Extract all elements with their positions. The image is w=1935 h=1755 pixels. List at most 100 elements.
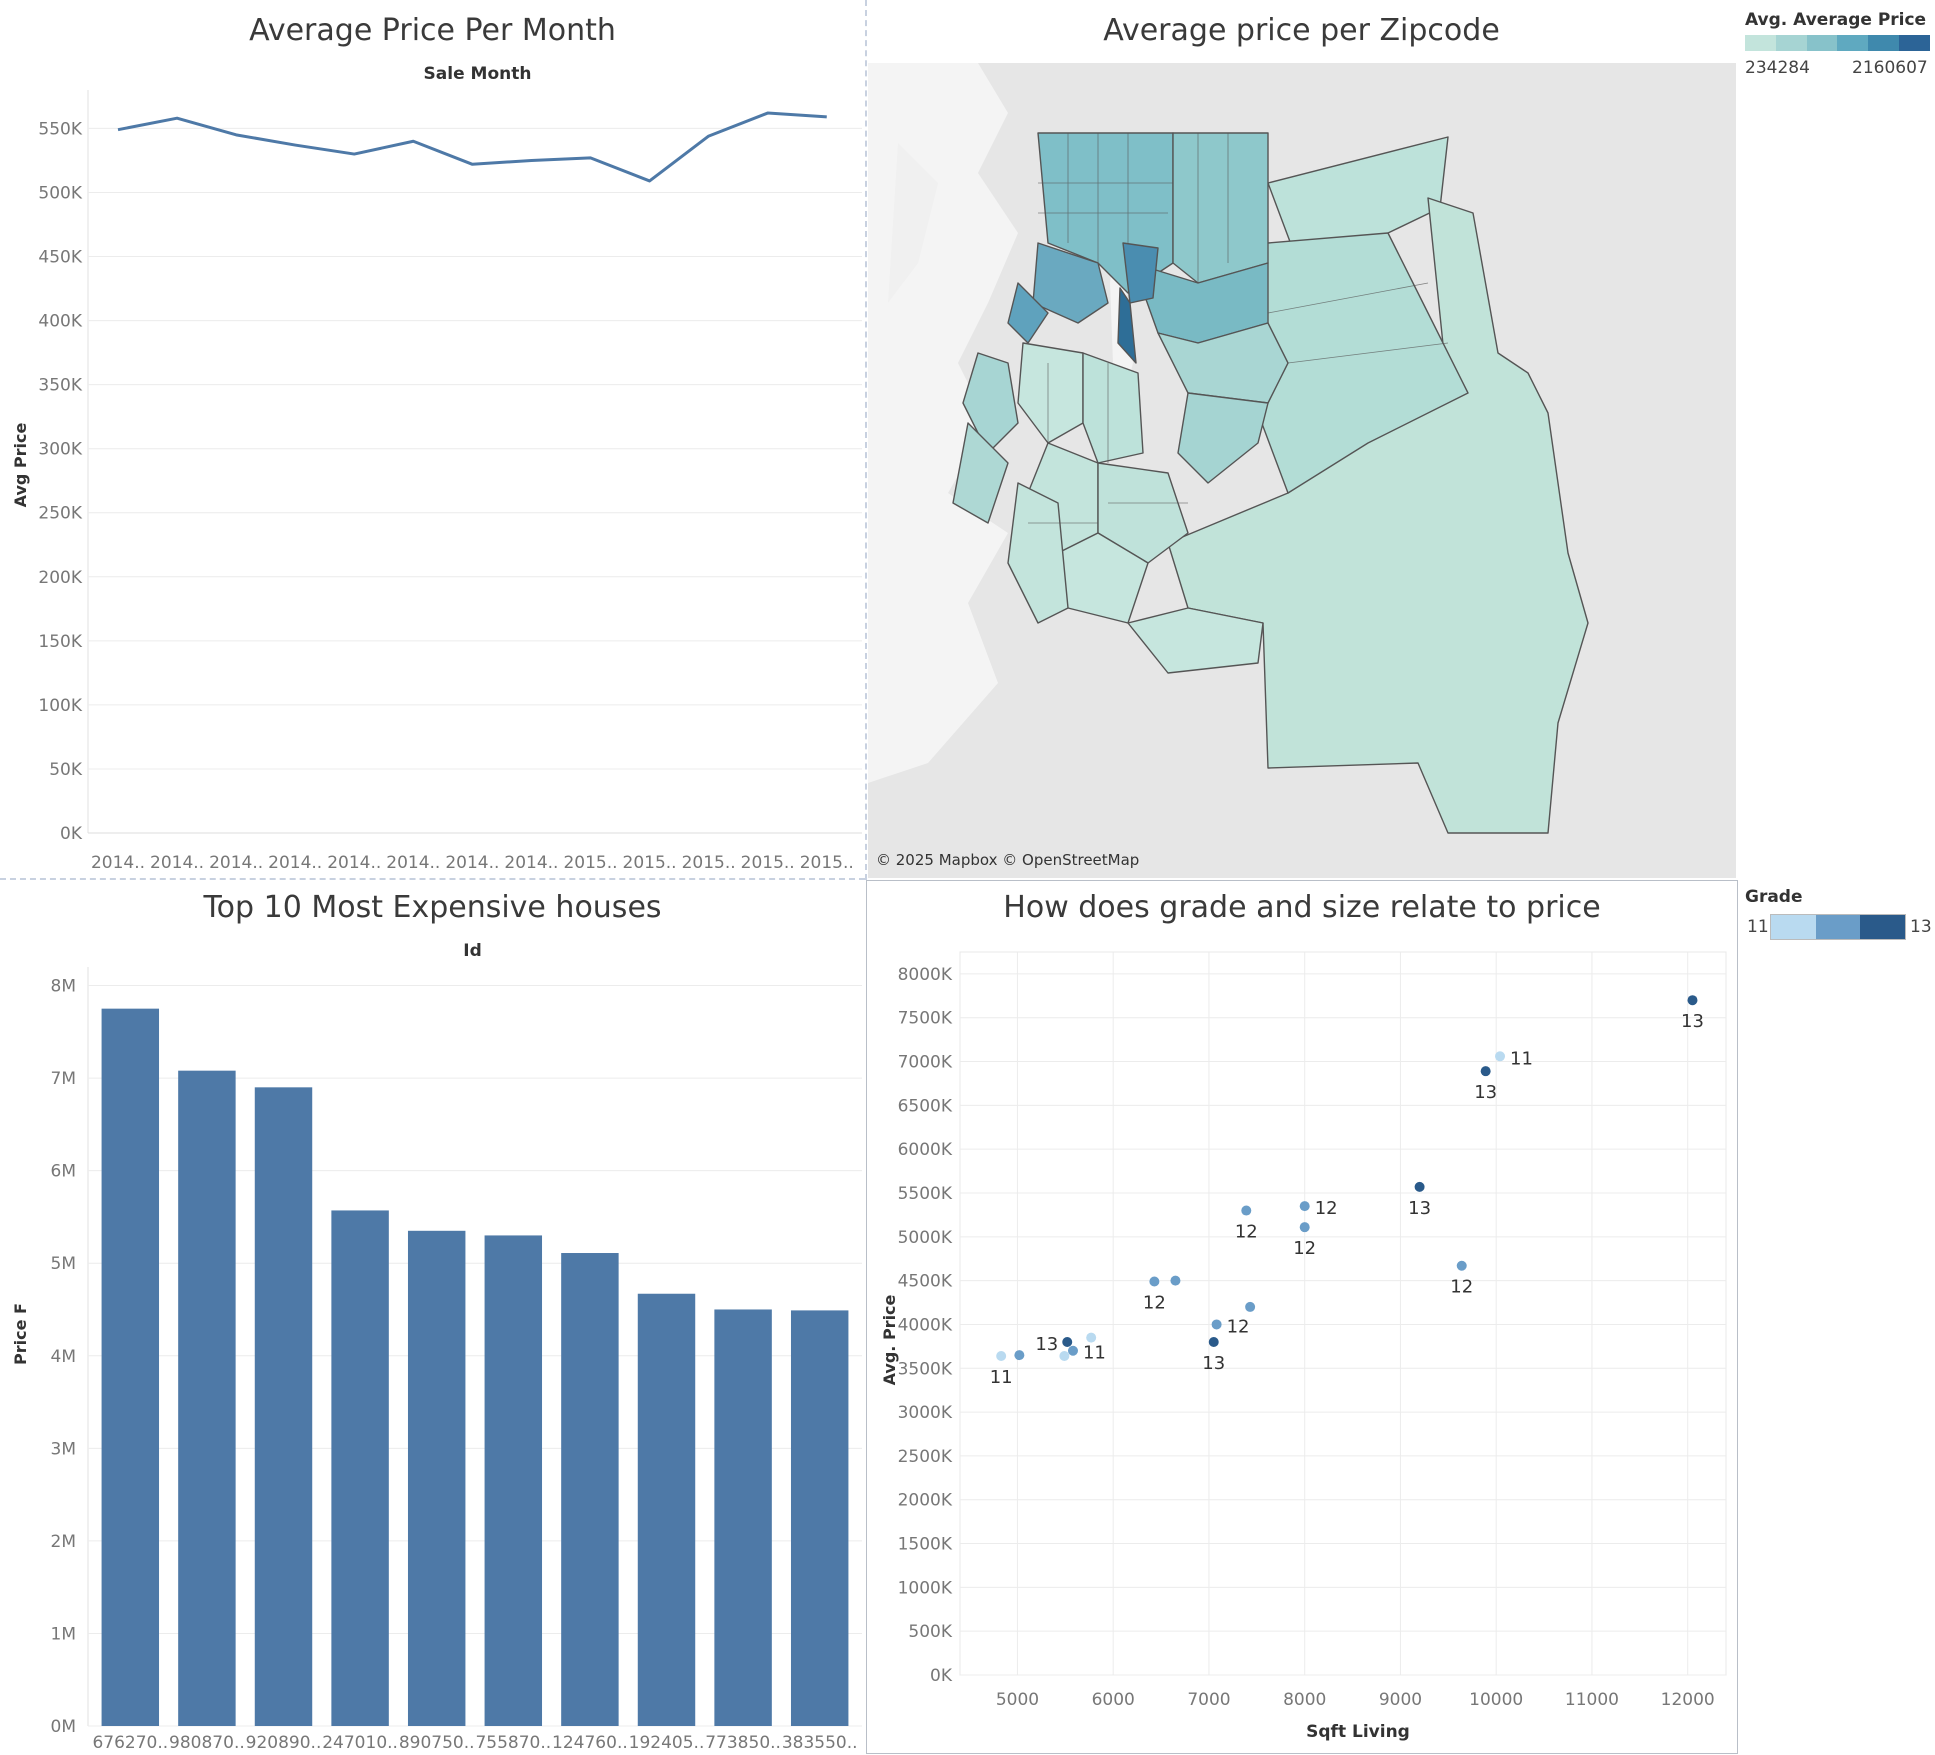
scatter-point[interactable] xyxy=(1086,1332,1097,1343)
line-xtick-label: 2015.. xyxy=(623,853,677,873)
scatter-xtick-label: 5000 xyxy=(996,1690,1039,1710)
scatter-point[interactable] xyxy=(1299,1222,1310,1233)
price-bar[interactable] xyxy=(331,1210,389,1726)
zipcode-regions[interactable] xyxy=(952,132,1589,834)
price-bar[interactable] xyxy=(254,1087,313,1726)
scatter-ytick-label: 6500K xyxy=(898,1096,953,1116)
bar-xtick-label: 124760.. xyxy=(552,1733,628,1753)
grade-legend-max: 13 xyxy=(1910,917,1932,937)
bar-xtick-label: 980870.. xyxy=(169,1733,245,1753)
line-chart-xaxis-title: Sale Month xyxy=(423,64,532,84)
scatter-ytick-label: 4000K xyxy=(898,1315,953,1335)
bar-ytick-label: 0M xyxy=(51,1717,76,1737)
line-ytick-label: 250K xyxy=(38,504,82,524)
scatter-xtick-label: 10000 xyxy=(1469,1690,1523,1710)
line-xtick-label: 2014.. xyxy=(268,853,322,873)
scatter-ytick-label: 5500K xyxy=(898,1184,953,1204)
bar-chart: Price F 0M 1M 2M 3M 4M 5M 6M 7M 8M 676270.. 980870… xyxy=(11,967,862,1753)
scatter-point-label: 13 xyxy=(1681,1011,1704,1032)
scatter-ytick-label: 7500K xyxy=(898,1009,953,1029)
scatter-point[interactable] xyxy=(1014,1350,1025,1361)
line-xtick-label: 2015.. xyxy=(563,853,617,873)
map-legend-title: Avg. Average Price xyxy=(1745,10,1927,30)
scatter-point[interactable] xyxy=(1687,995,1698,1006)
line-ytick-label: 400K xyxy=(38,312,82,332)
bar-ytick-label: 6M xyxy=(51,1162,76,1182)
scatter-xaxis-title: Sqft Living xyxy=(1306,1722,1410,1742)
scatter-point[interactable] xyxy=(1170,1275,1181,1286)
line-xtick-label: 2014.. xyxy=(91,853,145,873)
line-chart-title: Average Price Per Month xyxy=(249,13,616,48)
scatter-ytick-label: 2000K xyxy=(898,1491,953,1511)
bar-chart-title: Top 10 Most Expensive houses xyxy=(203,890,662,925)
line-xtick-label: 2015.. xyxy=(741,853,795,873)
bar-ytick-label: 8M xyxy=(51,977,76,997)
scatter-point[interactable] xyxy=(996,1351,1007,1362)
bar-chart-xaxis-title: Id xyxy=(463,941,482,961)
bar-ytick-label: 1M xyxy=(51,1624,76,1644)
grade-legend-min: 11 xyxy=(1747,917,1769,937)
scatter-point-label: 12 xyxy=(1143,1293,1166,1314)
scatter-xtick-label: 11000 xyxy=(1565,1690,1619,1710)
zipcode-map[interactable]: © 2025 Mapbox © OpenStreetMap xyxy=(868,63,1736,878)
scatter-point-label: 12 xyxy=(1235,1222,1258,1243)
scatter-xtick-label: 9000 xyxy=(1379,1690,1422,1710)
line-xtick-label: 2014.. xyxy=(150,853,204,873)
scatter-ytick-label: 4500K xyxy=(898,1272,953,1292)
price-bar[interactable] xyxy=(484,1235,543,1726)
line-ytick-label: 150K xyxy=(38,632,82,652)
line-ytick-label: 450K xyxy=(38,248,82,268)
line-ytick-label: 550K xyxy=(38,119,82,139)
scatter-point[interactable] xyxy=(1067,1345,1078,1356)
bar-xtick-label: 773850.. xyxy=(705,1733,781,1753)
scatter-point-label: 12 xyxy=(1450,1277,1473,1298)
price-bar[interactable] xyxy=(790,1310,849,1726)
scatter-point[interactable] xyxy=(1414,1181,1425,1192)
scatter-ytick-label: 1000K xyxy=(898,1578,953,1598)
price-bar[interactable] xyxy=(101,1008,160,1726)
map-legend-max: 2160607 xyxy=(1852,58,1928,78)
scatter-point[interactable] xyxy=(1211,1319,1222,1330)
bar-ytick-label: 4M xyxy=(51,1347,76,1367)
bar-ytick-label: 5M xyxy=(51,1254,76,1274)
line-ytick-label: 500K xyxy=(38,183,82,203)
line-xtick-label: 2015.. xyxy=(800,853,854,873)
scatter-point-label: 11 xyxy=(1510,1048,1533,1069)
scatter-point[interactable] xyxy=(1241,1205,1252,1216)
price-bar[interactable] xyxy=(561,1253,619,1726)
line-ytick-label: 200K xyxy=(38,568,82,588)
scatter-point[interactable] xyxy=(1299,1201,1310,1212)
line-xtick-label: 2014.. xyxy=(445,853,499,873)
line-ytick-label: 300K xyxy=(38,440,82,460)
scatter-xtick-label: 7000 xyxy=(1187,1690,1230,1710)
bar-xtick-label: 383550.. xyxy=(782,1733,858,1753)
scatter-title: How does grade and size relate to price xyxy=(1003,890,1601,925)
scatter-point[interactable] xyxy=(1149,1276,1160,1287)
map-legend-min: 234284 xyxy=(1745,58,1810,78)
bar-xtick-label: 920890.. xyxy=(246,1733,322,1753)
avg-price-line[interactable] xyxy=(117,111,827,183)
scatter-point[interactable] xyxy=(1480,1066,1491,1077)
scatter-point[interactable] xyxy=(1062,1336,1073,1347)
line-xtick-label: 2014.. xyxy=(209,853,263,873)
line-xtick-label: 2015.. xyxy=(682,853,736,873)
scatter-point[interactable] xyxy=(1208,1336,1219,1347)
scatter-ytick-label: 7000K xyxy=(898,1053,953,1073)
scatter-point-label: 13 xyxy=(1408,1198,1431,1219)
scatter-chart: Avg. Price Sqft Living 5000 6000 7000 8000 9… xyxy=(880,951,1727,1742)
scatter-point[interactable] xyxy=(1495,1051,1506,1062)
scatter-point[interactable] xyxy=(1456,1260,1467,1271)
line-xtick-label: 2014.. xyxy=(386,853,440,873)
price-bar[interactable] xyxy=(178,1070,236,1726)
scatter-point[interactable] xyxy=(1245,1301,1256,1312)
bar-xtick-label: 192405.. xyxy=(629,1733,705,1753)
price-bar[interactable] xyxy=(714,1309,772,1726)
price-bar[interactable] xyxy=(637,1293,696,1726)
scatter-point[interactable] xyxy=(1059,1351,1070,1362)
scatter-ytick-label: 500K xyxy=(908,1622,952,1642)
scatter-ytick-label: 0K xyxy=(930,1666,953,1686)
scatter-point-label: 12 xyxy=(1315,1198,1338,1219)
bar-ytick-label: 2M xyxy=(51,1532,76,1552)
price-bar[interactable] xyxy=(407,1230,466,1726)
scatter-point-label: 11 xyxy=(1083,1343,1106,1364)
